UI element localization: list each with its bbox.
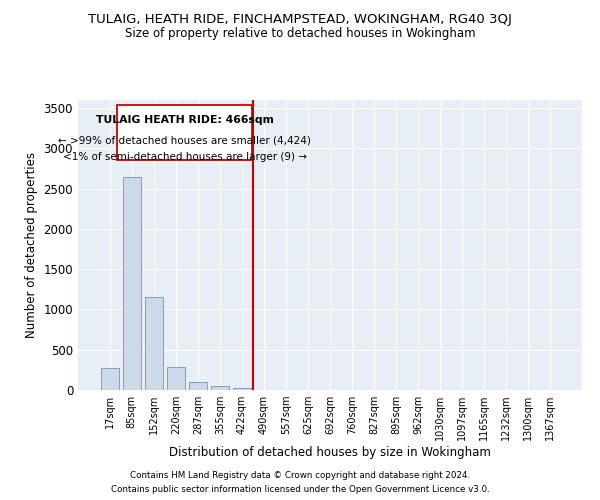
Bar: [167, 366, 185, 390]
Text: TULAIG, HEATH RIDE, FINCHAMPSTEAD, WOKINGHAM, RG40 3QJ: TULAIG, HEATH RIDE, FINCHAMPSTEAD, WOKIN…: [88, 12, 512, 26]
Text: TULAIG HEATH RIDE: 466sqm: TULAIG HEATH RIDE: 466sqm: [95, 116, 274, 126]
Text: Distribution of detached houses by size in Wokingham: Distribution of detached houses by size …: [169, 446, 491, 459]
Text: Size of property relative to detached houses in Wokingham: Size of property relative to detached ho…: [125, 28, 475, 40]
Text: <1% of semi-detached houses are larger (9) →: <1% of semi-detached houses are larger (…: [62, 152, 307, 162]
Text: Contains HM Land Registry data © Crown copyright and database right 2024.: Contains HM Land Registry data © Crown c…: [130, 472, 470, 480]
Bar: [211, 386, 229, 390]
Y-axis label: Number of detached properties: Number of detached properties: [25, 152, 38, 338]
Text: Contains public sector information licensed under the Open Government Licence v3: Contains public sector information licen…: [110, 484, 490, 494]
Bar: [233, 388, 251, 390]
Bar: [189, 382, 206, 390]
Bar: [118, 105, 252, 160]
Bar: [145, 298, 163, 390]
Bar: [101, 368, 119, 390]
Bar: [123, 176, 140, 390]
Text: ← >99% of detached houses are smaller (4,424): ← >99% of detached houses are smaller (4…: [58, 136, 311, 145]
